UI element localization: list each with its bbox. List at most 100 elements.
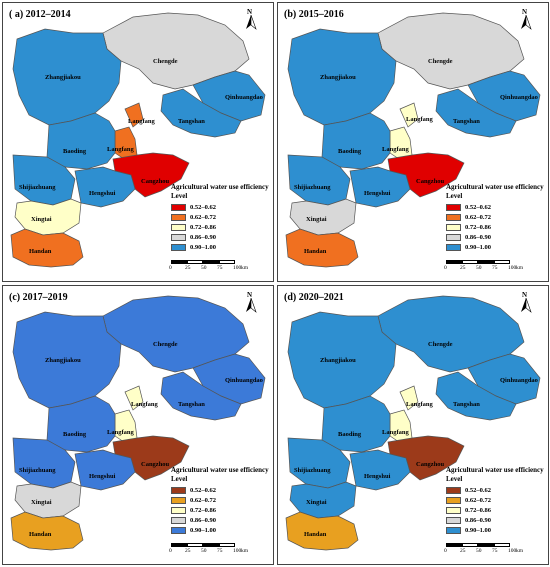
scale-tick: 75 <box>492 548 498 554</box>
map-panel: Chengde Zhangjiakou Qinhuangdao Tangshan Lan… <box>2 285 274 565</box>
region-tangshan <box>160 88 242 138</box>
north-label: N <box>522 8 528 16</box>
city-label-handan: Handan <box>29 531 52 538</box>
city-label-hengshui: Hengshui <box>364 473 391 480</box>
scale-tick: 0 <box>444 265 447 271</box>
city-label-langfang: Langfang <box>406 401 433 408</box>
scale-segment <box>203 260 219 264</box>
city-label-cangzhou: Cangzhou <box>416 178 445 185</box>
legend-level-label: Level <box>446 192 463 200</box>
legend-item-label: 0.86–0.90 <box>190 233 216 241</box>
city-label-qinhuangdao: Qinhuangdao <box>225 377 263 384</box>
north-arrow-icon: N <box>245 291 257 313</box>
legend-swatch <box>446 243 461 251</box>
scale-tick: 0 <box>444 548 447 554</box>
city-label-shijiazhuang: Shijiazhuang <box>294 184 331 191</box>
scale-tick: 0 <box>169 265 172 271</box>
legend-item: 0.62–0.72 <box>446 495 544 505</box>
scale-segment <box>494 260 510 264</box>
choropleth-map: Chengde Zhangjiakou Qinhuangdao Tangshan Lan… <box>285 295 541 551</box>
city-label-baoding: Baoding <box>338 431 362 438</box>
legend-item: 0.72–0.86 <box>171 222 269 232</box>
city-label-hengshui: Hengshui <box>89 473 116 480</box>
legend-title: Agricultural water use efficiency <box>171 466 269 474</box>
city-label-xingtai: Xingtai <box>306 216 327 223</box>
scale-unit: km <box>516 548 524 554</box>
legend-item-label: 0.72–0.86 <box>465 223 491 231</box>
legend-swatch <box>446 213 461 221</box>
legend-swatch <box>171 223 186 231</box>
legend-item: 0.72–0.86 <box>446 222 544 232</box>
legend-item: 0.86–0.90 <box>446 232 544 242</box>
scale-bar: 0 25 50 75 100 km <box>169 543 251 557</box>
legend-swatch <box>171 496 186 504</box>
legend-level-label: Level <box>171 475 188 483</box>
scale-bar: 0 25 50 75 100 km <box>444 543 526 557</box>
legend-item-label: 0.62–0.72 <box>190 213 216 221</box>
legend-level-label: Level <box>446 475 463 483</box>
scale-tick: 75 <box>217 265 223 271</box>
city-label-zhangjiakou: Zhangjiakou <box>45 74 81 81</box>
legend-swatch <box>446 203 461 211</box>
region-hengshui <box>349 449 411 491</box>
region-langfang-north <box>399 385 419 411</box>
legend-item: 0.90–1.00 <box>171 242 269 252</box>
legend-item-label: 0.90–1.00 <box>190 526 216 534</box>
scale-unit: km <box>516 265 524 271</box>
choropleth-map: Chengde Zhangjiakou Qinhuangdao Tangshan Lan… <box>285 12 541 268</box>
city-label-langfang-south: Langfang <box>107 429 134 436</box>
legend-swatch <box>446 223 461 231</box>
scale-segment <box>446 543 462 547</box>
region-tangshan <box>435 371 517 421</box>
region-langfang-north <box>124 385 144 411</box>
scale-unit: km <box>241 265 249 271</box>
scale-tick: 50 <box>476 265 482 271</box>
legend-item: 0.52–0.62 <box>171 485 269 495</box>
legend-item-label: 0.52–0.62 <box>465 203 491 211</box>
city-label-chengde: Chengde <box>153 58 178 65</box>
north-arrow-icon: N <box>245 8 257 30</box>
city-label-qinhuangdao: Qinhuangdao <box>500 94 538 101</box>
legend-item-label: 0.90–1.00 <box>190 243 216 251</box>
region-hengshui <box>349 166 411 208</box>
legend-item: 0.62–0.72 <box>171 495 269 505</box>
city-label-shijiazhuang: Shijiazhuang <box>19 184 56 191</box>
scale-segment <box>187 260 203 264</box>
city-label-handan: Handan <box>304 531 327 538</box>
legend-swatch <box>446 486 461 494</box>
region-zhangjiakou <box>287 311 397 409</box>
region-langfang-north <box>124 102 144 128</box>
scale-segment <box>478 543 494 547</box>
region-handan <box>285 228 359 268</box>
city-label-baoding: Baoding <box>63 431 87 438</box>
region-xingtai <box>289 198 357 236</box>
legend-item: 0.52–0.62 <box>446 202 544 212</box>
city-label-langfang-south: Langfang <box>107 146 134 153</box>
panel-title: ( a) 2012–2014 <box>9 9 71 20</box>
legend-item: 0.52–0.62 <box>171 202 269 212</box>
legend-item-label: 0.72–0.86 <box>465 506 491 514</box>
legend-item: 0.90–1.00 <box>171 525 269 535</box>
city-label-shijiazhuang: Shijiazhuang <box>294 467 331 474</box>
scale-tick: 50 <box>201 548 207 554</box>
scale-tick: 100 <box>233 265 242 271</box>
north-arrow-icon: N <box>520 291 532 313</box>
city-label-baoding: Baoding <box>338 148 362 155</box>
choropleth-map: Chengde Zhangjiakou Qinhuangdao Tangshan Lan… <box>10 295 266 551</box>
map-panel: Chengde Zhangjiakou Qinhuangdao Tangshan Lan… <box>2 2 274 282</box>
scale-tick: 25 <box>460 265 466 271</box>
city-label-cangzhou: Cangzhou <box>416 461 445 468</box>
legend-item-label: 0.52–0.62 <box>190 203 216 211</box>
scale-tick: 100 <box>508 548 517 554</box>
city-label-chengde: Chengde <box>428 58 453 65</box>
region-hengshui <box>74 166 136 208</box>
scale-bar: 0 25 50 75 100 km <box>169 260 251 274</box>
map-legend: Agricultural water use efficiency Level 0.… <box>171 466 269 535</box>
scale-segment <box>494 543 510 547</box>
legend-item: 0.72–0.86 <box>446 505 544 515</box>
legend-swatch <box>446 516 461 524</box>
city-label-xingtai: Xingtai <box>306 499 327 506</box>
scale-tick: 0 <box>169 548 172 554</box>
city-label-handan: Handan <box>304 248 327 255</box>
legend-item-label: 0.62–0.72 <box>465 213 491 221</box>
